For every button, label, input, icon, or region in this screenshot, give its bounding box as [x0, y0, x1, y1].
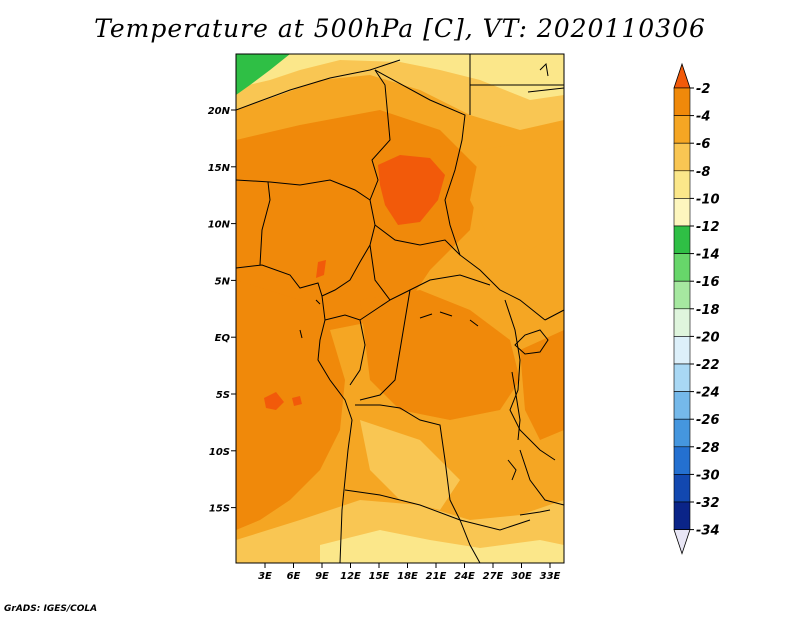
colorbar-label: -10 [696, 192, 720, 207]
field-angola-8to10 [360, 420, 460, 510]
colorbar-top-arrow [673, 62, 691, 89]
colorbar-label: -34 [696, 524, 720, 539]
colorbar-label: -24 [696, 386, 720, 401]
field-atlantic-hotspot [264, 392, 284, 410]
grads-credit: GrADS: IGES/COLA [4, 604, 98, 614]
lat-label: 10S [209, 447, 230, 458]
field-west-4to6 [236, 280, 345, 530]
colorbar-label: -8 [696, 165, 710, 180]
field-south-10to12 [320, 530, 564, 563]
field-cameroon-hotspot [316, 260, 326, 278]
longitude-axis: 3E 6E 9E 12E 15E 18E 21E 24E 27E 30E 33E [258, 563, 561, 582]
border-chad-sudan [374, 69, 546, 321]
lon-label: 18E [397, 571, 418, 582]
lon-label: 6E [287, 571, 301, 582]
lat-label: 20N [208, 106, 231, 117]
colorbar-label: -32 [696, 496, 720, 511]
lon-label: 9E [315, 571, 329, 582]
temperature-field [236, 54, 564, 563]
lon-label: 3E [258, 571, 272, 582]
colorbar-segment [673, 501, 691, 530]
colorbar-segment [673, 253, 691, 282]
colorbar-segment [673, 418, 691, 448]
lake-tanganyika [511, 371, 521, 441]
colorbar-label: -4 [696, 110, 710, 125]
colorbar-segment [673, 198, 691, 227]
lon-label: 24E [454, 571, 475, 582]
lon-label: 33E [540, 571, 561, 582]
colorbar-label: -22 [696, 358, 720, 373]
border-drc-east [504, 299, 556, 461]
border-uganda [544, 309, 564, 321]
colorbar-label: -18 [696, 303, 720, 318]
colorbar-segment [673, 308, 691, 337]
colorbar-segment [673, 115, 691, 144]
field-congo-4to6 [360, 290, 520, 420]
border-angola-namibia [344, 489, 531, 531]
border-zambia-east [519, 449, 564, 506]
border-benin [259, 181, 271, 266]
colorbar-label: -16 [696, 275, 720, 290]
border-niger-nigeria [236, 179, 371, 201]
latitude-axis: 20N 15N 10N 5N EQ 5S 10S 15S [208, 106, 236, 515]
border-congo-drc [359, 289, 411, 401]
islands [299, 299, 321, 339]
colorbar-label: -28 [696, 441, 720, 456]
lon-label: 21E [426, 571, 447, 582]
colorbar-label: -26 [696, 413, 720, 428]
lon-label: 30E [511, 571, 532, 582]
border-angola-drc [355, 404, 461, 521]
colorbar: -2 -4 -6 -8 -10 -12 -14 -16 -18 -20 -22 -24 -26 -28 -3… [673, 62, 720, 555]
coastline-redsea [539, 62, 549, 77]
colorbar-segment [673, 142, 691, 172]
colorbar-label: -14 [696, 248, 720, 263]
colorbar-label: -20 [696, 330, 720, 345]
border-car-north [374, 224, 461, 256]
colorbar-segment [673, 336, 691, 365]
lon-label: 12E [340, 571, 361, 582]
coastline-west [236, 264, 353, 563]
map-title: Temperature at 500hPa [C], VT: 202011030… [94, 14, 706, 43]
lat-label: EQ [215, 333, 231, 344]
border-sinai [527, 87, 564, 93]
lake-kariba [519, 509, 551, 516]
field-east-4to6 [520, 330, 564, 440]
border-zambia [459, 519, 481, 563]
lake-mweru [507, 459, 517, 481]
field-south-8to10 [236, 500, 564, 563]
border-congo-gabon [349, 319, 366, 386]
borders [236, 54, 564, 563]
field-chad-hotspot [378, 155, 445, 225]
lat-label: 5S [216, 390, 230, 401]
colorbar-segment [673, 87, 691, 116]
border-niger-chad [369, 69, 391, 201]
lon-label: 27E [483, 571, 504, 582]
colorbar-label: -6 [696, 137, 710, 152]
field-north-10to12 [236, 54, 564, 100]
field-sudan-6to8 [470, 140, 564, 250]
colorbar-segment [673, 225, 691, 254]
colorbar-bottom-arrow [673, 529, 691, 555]
colorbar-segment [673, 170, 691, 199]
field-green-corner [236, 54, 290, 95]
river-congo [419, 311, 479, 327]
lat-label: 15N [208, 163, 231, 174]
map-frame [235, 53, 565, 564]
colorbar-label: -12 [696, 220, 720, 235]
colorbar-label: -30 [696, 468, 720, 483]
colorbar-segment [673, 474, 691, 503]
field-atlantic-hotspot-2 [292, 396, 302, 406]
colorbar-label: -2 [696, 82, 710, 97]
lat-label: 15S [209, 504, 230, 515]
colorbar-segment [673, 363, 691, 392]
lake-victoria [514, 329, 549, 355]
lat-label: 10N [208, 220, 231, 231]
lat-label: 5N [215, 276, 231, 287]
lon-label: 15E [369, 571, 390, 582]
border-algeria [236, 59, 401, 111]
colorbar-segment [673, 446, 691, 475]
colorbar-segment [673, 391, 691, 420]
colorbar-segment [673, 280, 691, 310]
